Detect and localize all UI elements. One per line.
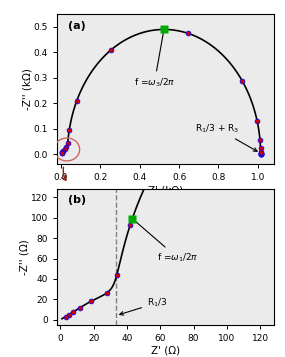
- Text: (b): (b): [68, 195, 86, 205]
- Y-axis label: -Z'' (Ω): -Z'' (Ω): [19, 239, 29, 275]
- Text: f =$\omega_1$/2$\pi$: f =$\omega_1$/2$\pi$: [135, 221, 198, 264]
- X-axis label: Z' (Ω): Z' (Ω): [151, 346, 180, 356]
- Text: R$_1$/3 + R$_3$: R$_1$/3 + R$_3$: [195, 122, 257, 151]
- Text: f =$\omega_3$/2$\pi$: f =$\omega_3$/2$\pi$: [134, 32, 175, 89]
- X-axis label: Z' (kΩ): Z' (kΩ): [148, 185, 183, 195]
- Y-axis label: -Z'' (kΩ): -Z'' (kΩ): [22, 68, 32, 110]
- Text: (a): (a): [68, 21, 86, 31]
- Text: R$_1$/3: R$_1$/3: [120, 297, 168, 315]
